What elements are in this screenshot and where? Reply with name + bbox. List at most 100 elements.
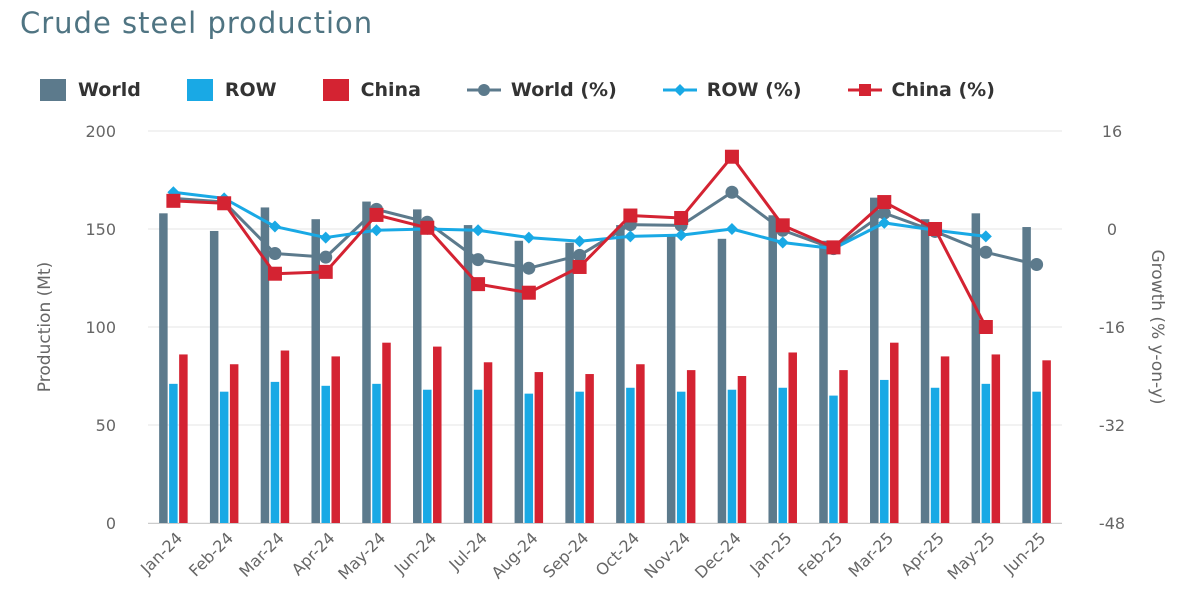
point-world	[268, 247, 282, 260]
bar-world	[463, 225, 473, 523]
point-china	[674, 210, 689, 225]
point-row	[319, 231, 332, 244]
legend-label-row-pct: ROW (%)	[706, 79, 802, 101]
point-world	[471, 253, 485, 267]
x-tick-label: Mar-24	[235, 528, 288, 581]
point-china	[826, 240, 841, 255]
bar-world	[717, 238, 727, 524]
point-row	[776, 236, 789, 249]
y2-tick-label: 16	[1102, 122, 1122, 141]
bar-row	[321, 385, 330, 523]
legend-swatch-china	[322, 79, 349, 101]
legend-item-row-pct[interactable]: ROW (%)	[662, 79, 802, 101]
legend-item-world[interactable]: World	[40, 79, 141, 101]
bar-world	[159, 213, 168, 523]
y2-tick-label: 0	[1107, 220, 1117, 239]
legend-item-china[interactable]: China	[322, 79, 421, 101]
y-tick-label: 100	[85, 318, 116, 337]
line-world	[173, 190, 1037, 270]
bar-row	[524, 393, 534, 523]
x-tick-label: May-25	[944, 528, 999, 583]
point-row	[573, 235, 586, 248]
y-tick-label: 0	[106, 514, 116, 533]
y2-tick-label: -32	[1099, 416, 1125, 435]
point-china	[572, 259, 587, 274]
bar-china	[382, 342, 391, 523]
point-china	[928, 222, 943, 236]
chart-title: Crude steel production	[20, 6, 374, 40]
bar-china	[890, 342, 899, 523]
bar-row	[473, 389, 483, 523]
bar-china	[331, 356, 340, 523]
bar-row	[676, 391, 686, 523]
bar-row	[423, 389, 432, 523]
bar-world	[311, 219, 320, 523]
point-world	[522, 261, 536, 275]
bar-world	[1022, 227, 1031, 524]
point-world	[573, 248, 587, 262]
legend-item-china-pct[interactable]: China (%)	[847, 79, 995, 101]
bar-china	[686, 370, 696, 523]
bar-world	[362, 201, 371, 523]
point-row	[979, 230, 992, 243]
legend-line-row-pct-icon	[662, 84, 697, 96]
bar-china	[636, 364, 645, 523]
y2-axis-title: Growth (% y-on-y)	[1147, 249, 1167, 404]
legend-line-world-pct-icon	[466, 84, 501, 96]
point-world	[319, 250, 333, 264]
bar-world	[666, 234, 676, 523]
point-china	[420, 220, 435, 235]
x-tick-label: Jan-24	[136, 528, 186, 578]
legend-item-world-pct[interactable]: World (%)	[466, 79, 617, 101]
x-tick-label: Nov-24	[640, 528, 694, 582]
point-row	[878, 216, 891, 229]
point-china	[267, 266, 282, 281]
point-china	[471, 277, 486, 292]
x-tick-label: Oct-24	[592, 528, 643, 579]
bar-row	[930, 387, 940, 523]
x-tick-label: Jan-25	[745, 528, 795, 578]
bar-world	[260, 207, 270, 523]
point-china	[521, 285, 536, 300]
point-row	[725, 223, 738, 235]
legend-label-china-pct: China (%)	[891, 79, 995, 101]
point-row	[522, 231, 535, 244]
y2-tick-label: -16	[1099, 318, 1125, 337]
bar-row	[169, 383, 178, 523]
x-tick-label: Mar-25	[845, 528, 898, 581]
legend-swatch-row	[186, 79, 213, 101]
bar-row	[778, 387, 787, 523]
bar-china	[433, 346, 442, 523]
point-world	[1030, 258, 1044, 272]
bar-row	[270, 381, 280, 523]
bar-china	[483, 362, 493, 523]
x-tick-label: Apr-24	[288, 528, 339, 579]
y-axis-title: Production (Mt)	[35, 262, 55, 392]
bar-world	[514, 240, 524, 523]
bar-china	[788, 352, 797, 523]
point-row	[370, 224, 383, 237]
legend: World ROW China World (%) ROW (%) China …	[40, 76, 995, 104]
y-tick-label: 200	[85, 122, 116, 141]
legend-label-china: China	[360, 79, 421, 101]
point-china	[877, 195, 892, 210]
bar-world	[565, 242, 574, 523]
bar-world	[870, 197, 879, 523]
x-tick-label: Sep-24	[539, 528, 592, 581]
bar-world	[971, 213, 981, 523]
legend-item-row[interactable]: ROW	[186, 79, 277, 101]
bar-row	[1032, 391, 1041, 523]
bar-row	[219, 391, 229, 523]
bar-row	[981, 383, 991, 523]
y-tick-label: 50	[96, 416, 116, 435]
bar-row	[727, 389, 737, 523]
bar-china	[280, 350, 290, 523]
bar-row	[372, 383, 381, 523]
legend-swatch-world	[40, 79, 66, 101]
bar-world	[413, 209, 422, 523]
legend-label-world: World	[78, 79, 141, 101]
y-tick-label: 150	[85, 220, 116, 239]
point-world	[979, 245, 993, 259]
bar-china	[585, 374, 594, 523]
